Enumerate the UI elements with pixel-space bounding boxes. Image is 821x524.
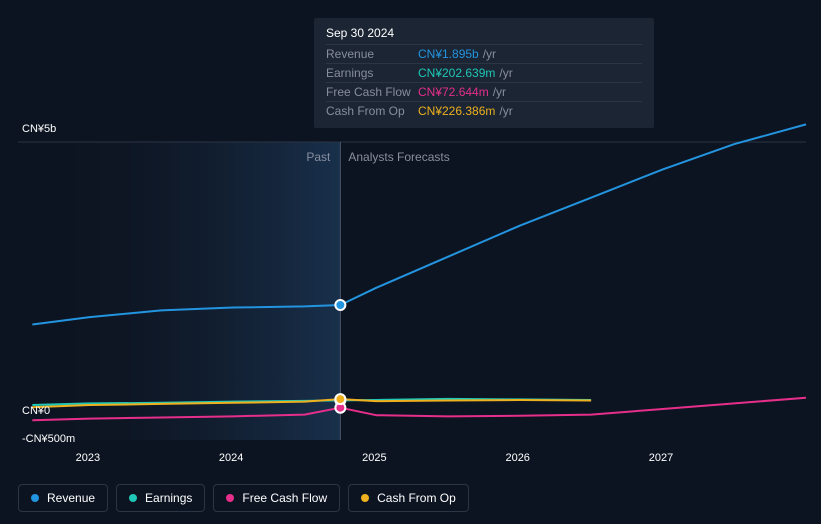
tooltip-row-value: CN¥72.644m bbox=[418, 85, 489, 99]
x-axis-label: 2026 bbox=[505, 452, 529, 464]
tooltip-row-value: CN¥1.895b bbox=[418, 47, 479, 61]
tooltip-row-unit: /yr bbox=[483, 47, 496, 61]
past-label: Past bbox=[306, 150, 330, 164]
chart-tooltip: Sep 30 2024 RevenueCN¥1.895b/yrEarningsC… bbox=[314, 18, 654, 128]
x-axis-label: 2025 bbox=[362, 452, 386, 464]
legend-dot-icon bbox=[361, 494, 369, 502]
tooltip-row: Free Cash FlowCN¥72.644m/yr bbox=[326, 82, 642, 101]
legend-label: Cash From Op bbox=[377, 491, 456, 505]
legend-dot-icon bbox=[31, 494, 39, 502]
legend-label: Earnings bbox=[145, 491, 192, 505]
legend-item-earnings[interactable]: Earnings bbox=[116, 484, 205, 512]
legend-label: Revenue bbox=[47, 491, 95, 505]
legend-item-fcf[interactable]: Free Cash Flow bbox=[213, 484, 340, 512]
chart-svg bbox=[18, 130, 806, 440]
forecast-label: Analysts Forecasts bbox=[348, 150, 449, 164]
x-axis-label: 2023 bbox=[76, 452, 100, 464]
legend-item-revenue[interactable]: Revenue bbox=[18, 484, 108, 512]
tooltip-row-value: CN¥226.386m bbox=[418, 104, 495, 118]
tooltip-row-label: Cash From Op bbox=[326, 104, 418, 118]
legend-dot-icon bbox=[226, 494, 234, 502]
y-axis-label: CN¥5b bbox=[22, 123, 56, 135]
tooltip-row-label: Revenue bbox=[326, 47, 418, 61]
y-axis-label: CN¥0 bbox=[22, 405, 50, 417]
legend: Revenue Earnings Free Cash Flow Cash From O… bbox=[18, 484, 469, 512]
tooltip-row-unit: /yr bbox=[493, 85, 506, 99]
chart-area[interactable] bbox=[18, 130, 806, 440]
tooltip-row: Cash From OpCN¥226.386m/yr bbox=[326, 101, 642, 120]
legend-item-cfo[interactable]: Cash From Op bbox=[348, 484, 469, 512]
legend-dot-icon bbox=[129, 494, 137, 502]
x-axis-label: 2027 bbox=[649, 452, 673, 464]
tooltip-row-label: Free Cash Flow bbox=[326, 85, 418, 99]
tooltip-row-unit: /yr bbox=[499, 66, 512, 80]
legend-label: Free Cash Flow bbox=[242, 491, 327, 505]
tooltip-row: RevenueCN¥1.895b/yr bbox=[326, 44, 642, 63]
tooltip-row-value: CN¥202.639m bbox=[418, 66, 495, 80]
tooltip-row: EarningsCN¥202.639m/yr bbox=[326, 63, 642, 82]
tooltip-row-label: Earnings bbox=[326, 66, 418, 80]
tooltip-rows: RevenueCN¥1.895b/yrEarningsCN¥202.639m/y… bbox=[326, 44, 642, 120]
x-axis-label: 2024 bbox=[219, 452, 243, 464]
tooltip-date: Sep 30 2024 bbox=[326, 26, 642, 44]
y-axis-label: -CN¥500m bbox=[22, 433, 75, 445]
tooltip-row-unit: /yr bbox=[499, 104, 512, 118]
